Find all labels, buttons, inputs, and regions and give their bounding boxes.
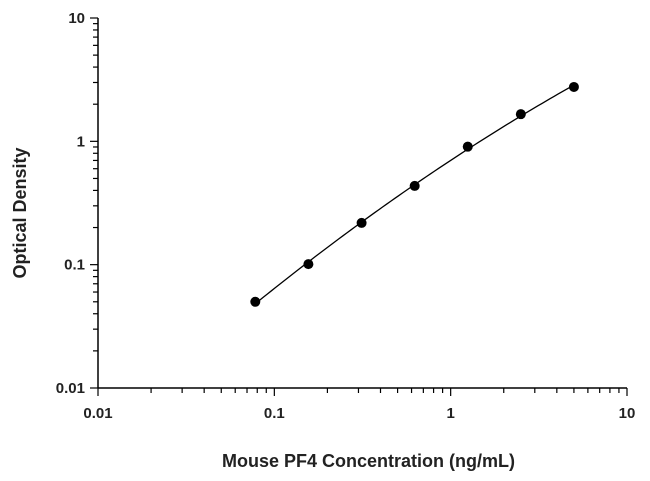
data-point [409, 180, 420, 191]
x-axis-title: Mouse PF4 Concentration (ng/mL) [222, 451, 515, 471]
x-tick-label: 10 [619, 405, 636, 422]
y-axis-title: Optical Density [10, 147, 30, 278]
x-tick-label: 1 [446, 405, 454, 422]
data-point [515, 109, 526, 120]
x-tick-label: 0.1 [264, 405, 285, 422]
fit-curve [254, 84, 575, 305]
data-point [356, 217, 367, 228]
data-point [303, 259, 314, 270]
x-tick-label: 0.01 [83, 405, 112, 422]
data-point [250, 296, 261, 307]
y-axis-ticks [90, 17, 98, 389]
y-tick-label: 0.01 [56, 380, 85, 397]
data-point [462, 141, 473, 152]
x-axis-ticks [97, 388, 628, 396]
y-tick-label: 10 [68, 10, 85, 27]
data-points [250, 81, 579, 307]
y-tick-label: 0.1 [64, 257, 85, 274]
data-point [568, 81, 579, 92]
y-tick-label: 1 [77, 133, 85, 150]
y-axis-tick-labels: 0.01 0.1 1 10 [56, 10, 85, 397]
axes [97, 18, 627, 389]
x-axis-tick-labels: 0.01 0.1 1 10 [83, 405, 635, 422]
